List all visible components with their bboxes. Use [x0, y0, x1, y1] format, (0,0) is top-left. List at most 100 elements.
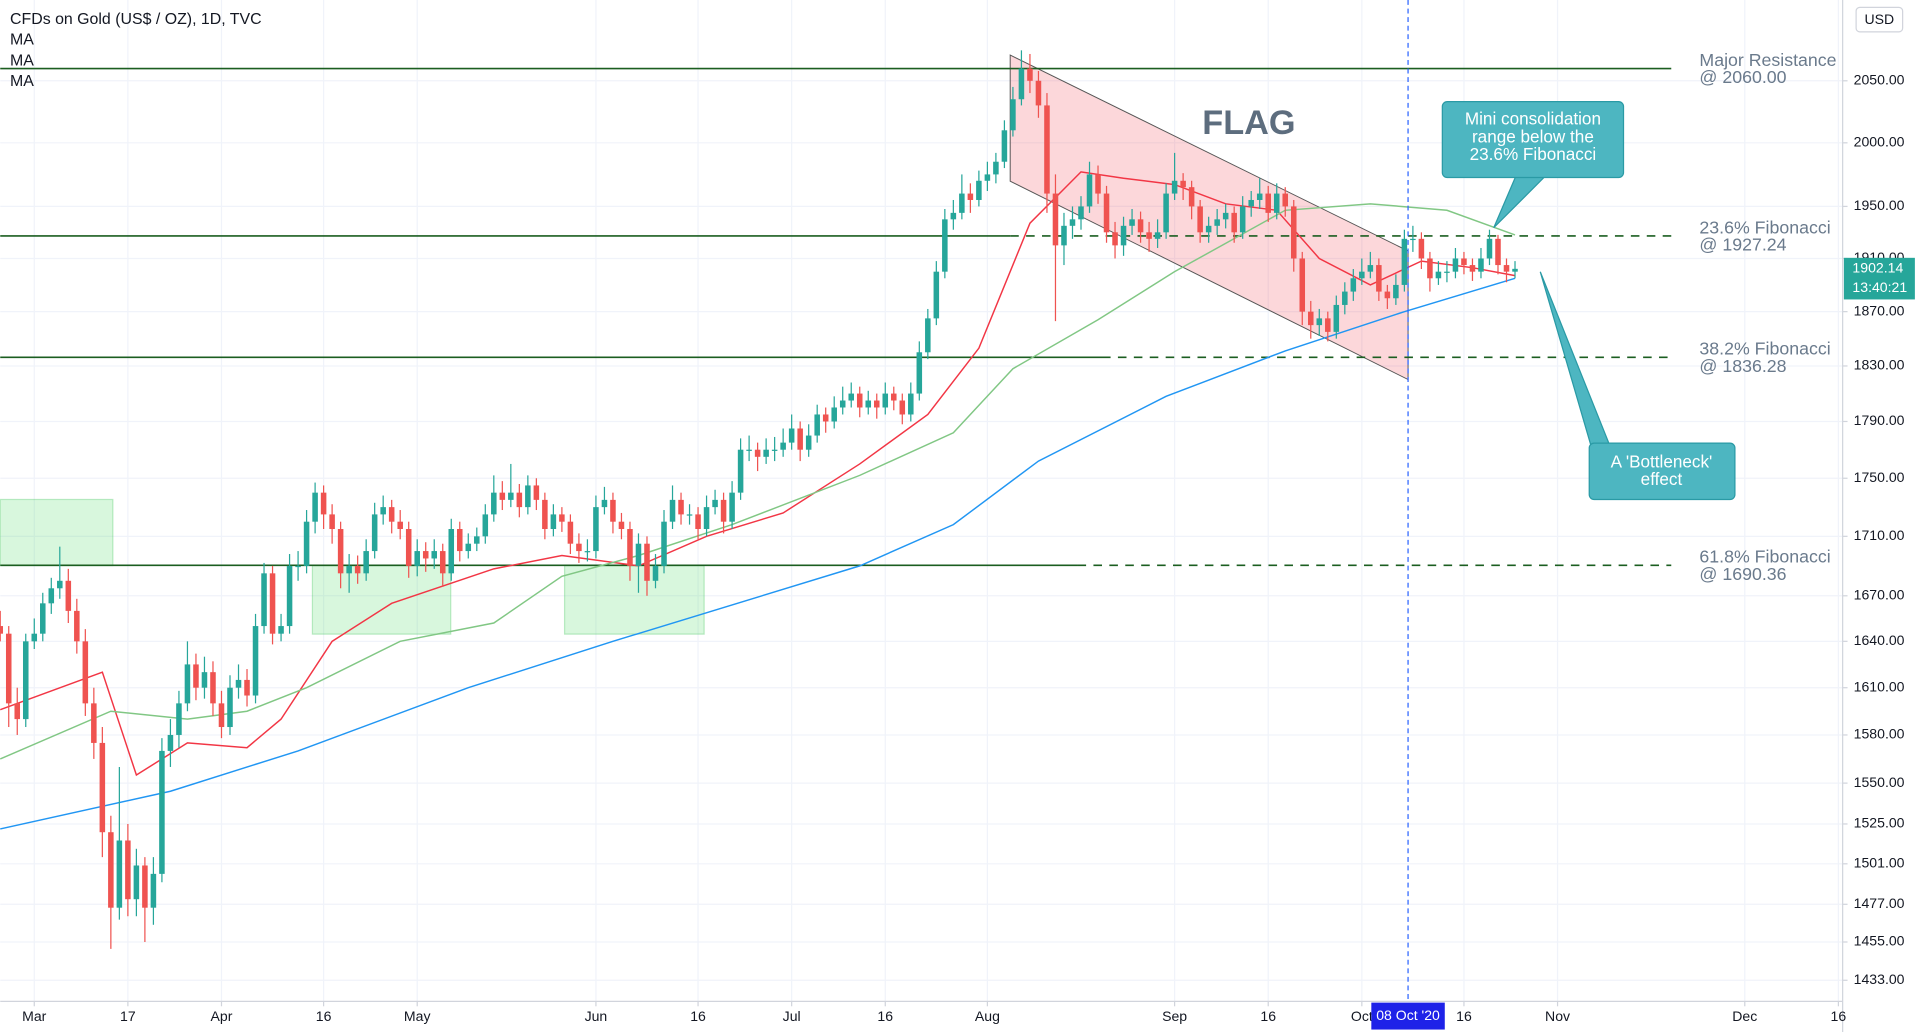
y-tick-label: 1670.00 [1854, 587, 1905, 603]
candle-body [1299, 258, 1306, 312]
candle-body [14, 703, 21, 720]
candle-body [584, 551, 591, 553]
chart-title: CFDs on Gold (US$ / OZ), 1D, TVC [10, 11, 262, 28]
level-name: 61.8% Fibonacci [1699, 547, 1830, 567]
candle-body [1035, 80, 1042, 106]
candle-body [559, 514, 565, 522]
candle-body [916, 352, 923, 394]
candle-body [1248, 199, 1254, 207]
candle-body [1495, 238, 1501, 266]
candle-body [865, 400, 872, 408]
crosshair-date: 08 Oct '20 [1376, 1007, 1440, 1023]
candle-body [1069, 219, 1076, 226]
legend-entry: MA [10, 32, 34, 49]
candle-body [1350, 278, 1357, 292]
candle-body [618, 521, 625, 530]
ma-line [0, 277, 1516, 830]
x-tick-label: 17 [120, 1008, 136, 1024]
candle-body [1256, 193, 1263, 200]
candle-body [1478, 258, 1484, 272]
range-zone [311, 564, 452, 635]
candle-body [74, 610, 80, 642]
candle-body [1461, 258, 1467, 266]
candle-body [499, 492, 506, 500]
candle-body [312, 492, 318, 522]
y-tick-label: 1870.00 [1854, 302, 1905, 318]
candle-body [1222, 212, 1229, 220]
candle-body [244, 679, 250, 696]
candle-body [40, 603, 46, 634]
candle-body [899, 400, 906, 415]
candle-body [984, 174, 991, 181]
last-price-bg [1843, 257, 1915, 300]
candle-body [261, 573, 267, 627]
candle-body [346, 565, 352, 574]
x-tick-label: 16 [316, 1008, 332, 1024]
candle-body [1146, 232, 1152, 239]
candle-body [167, 734, 174, 751]
candle-body [754, 449, 761, 457]
candle-body [678, 499, 684, 515]
candle-body [610, 499, 616, 522]
candle-body [1265, 193, 1271, 213]
candle-body [108, 832, 114, 908]
candle-body [1137, 219, 1144, 233]
callout-box [1588, 442, 1736, 501]
ma-line [0, 171, 1516, 777]
candle-body [1086, 174, 1093, 207]
x-tick-label: 16 [1831, 1008, 1847, 1024]
candle-body [337, 529, 344, 574]
candle-body [320, 492, 327, 515]
candle-body [1359, 271, 1365, 279]
price-axis-bg [1842, 0, 1920, 1032]
y-tick-label: 1501.00 [1854, 855, 1905, 871]
candle-body [627, 529, 633, 566]
candle-body [959, 193, 965, 213]
candle-body [116, 840, 123, 908]
candle-body [1120, 225, 1127, 246]
x-tick-label: May [404, 1008, 431, 1024]
candle-body [1103, 193, 1110, 233]
candle-body [1163, 193, 1169, 233]
candle-body [703, 507, 710, 530]
candle-body [380, 507, 386, 515]
candle-body [695, 514, 701, 530]
range-zone [563, 564, 705, 635]
x-tick-label: Jul [783, 1008, 801, 1024]
candle-body [422, 551, 429, 559]
candle-body [1018, 68, 1025, 100]
candle-body [1316, 318, 1323, 326]
x-tick-label: Jun [585, 1008, 608, 1024]
candle-body [1384, 291, 1391, 299]
y-tick-label: 1455.00 [1854, 933, 1905, 949]
candle-body [286, 565, 293, 627]
candle-body [1027, 68, 1033, 81]
candle-body [950, 212, 957, 220]
y-tick-label: 1950.00 [1854, 197, 1905, 213]
y-tick-label: 1640.00 [1854, 632, 1905, 648]
x-tick-label: Apr [211, 1008, 233, 1024]
candle-body [457, 529, 463, 552]
candle-body [601, 499, 608, 508]
candle-body [201, 672, 208, 688]
candle-body [805, 435, 812, 450]
candle-body [371, 514, 378, 552]
level-name: 38.2% Fibonacci [1699, 339, 1830, 359]
candle-body [295, 565, 301, 568]
candle-body [508, 492, 514, 500]
candle-body [278, 626, 284, 634]
candle-body [91, 703, 97, 743]
y-tick-label: 1750.00 [1854, 469, 1905, 485]
candle-body [1308, 311, 1314, 326]
candle-body [99, 742, 106, 833]
candle-body [491, 492, 497, 515]
candle-body [661, 521, 667, 566]
candle-body [1205, 225, 1212, 233]
candle-body [839, 400, 846, 408]
candle-body [235, 679, 242, 688]
candle-body [125, 840, 131, 900]
candle-body [465, 543, 472, 552]
candle-body [133, 865, 140, 900]
candle-body [1469, 265, 1476, 272]
candle-body [771, 449, 778, 451]
